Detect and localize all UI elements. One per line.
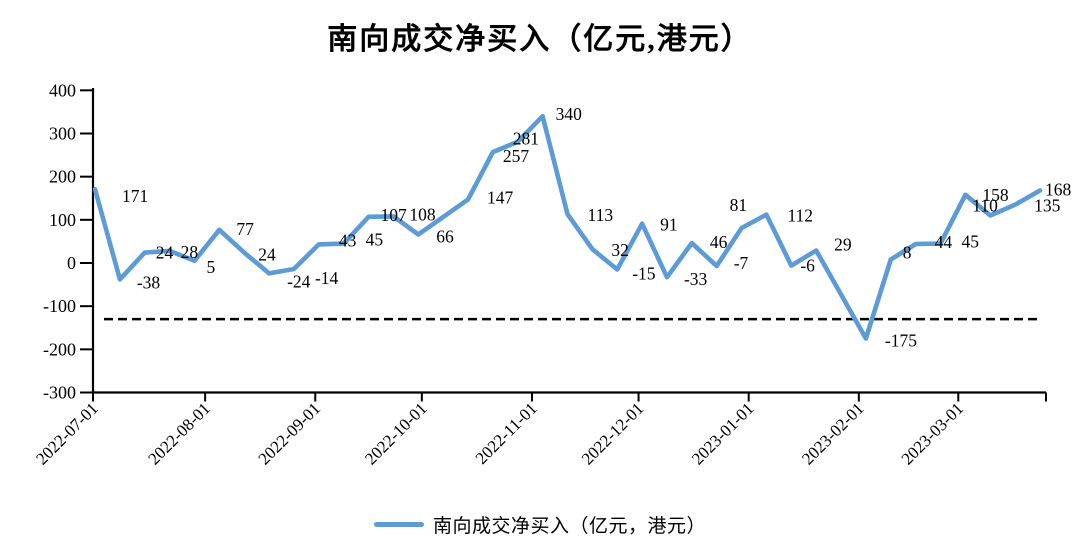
data-point-label: 66 (436, 227, 454, 247)
y-axis-tick-label: -100 (43, 296, 76, 316)
data-point-label: -7 (734, 253, 749, 273)
x-axis-tick-label: 2022-09-01 (255, 399, 325, 469)
data-point-label: 135 (1034, 196, 1061, 216)
data-point-label: 158 (982, 185, 1009, 205)
data-point-label: 107 (381, 205, 408, 225)
data-point-label: 91 (660, 215, 678, 235)
legend: 南向成交净买入（亿元，港元） (0, 511, 1080, 538)
data-point-label: 113 (588, 205, 614, 225)
y-axis-tick-label: 200 (49, 167, 76, 187)
data-point-label: 77 (236, 219, 254, 239)
data-point-label: -15 (632, 263, 656, 283)
x-axis-tick-label: 2023-03-01 (898, 399, 968, 469)
data-point-label: -175 (885, 331, 917, 351)
y-axis-tick-label: 300 (49, 123, 76, 143)
axis-lines (91, 88, 1046, 394)
data-point-label: 24 (258, 245, 276, 265)
x-axis-tick-label: 2023-02-01 (798, 399, 868, 469)
data-point-label: 28 (181, 242, 199, 262)
data-point-label: 8 (903, 243, 912, 263)
data-point-label: -38 (137, 272, 161, 292)
data-point-label: -14 (315, 268, 339, 288)
chart-title: 南向成交净买入（亿元,港元） (327, 23, 753, 56)
data-point-label: -6 (800, 256, 815, 276)
data-point-label: 108 (409, 204, 436, 224)
data-point-label: 168 (1045, 179, 1072, 199)
series-line (92, 113, 1043, 341)
data-point-label: 43 (339, 230, 357, 250)
y-axis-tick-label: -300 (43, 383, 76, 403)
x-axis-tick-label: 2022-08-01 (144, 399, 214, 469)
x-axis-tick-label: 2022-07-01 (32, 399, 102, 469)
x-axis-tick-label: 2023-01-01 (688, 399, 758, 469)
data-point-label: 257 (503, 146, 530, 166)
y-axis-tick-label: 100 (49, 210, 76, 230)
data-point-label: 281 (513, 129, 539, 149)
x-axis-tick-label: 2022-12-01 (578, 399, 648, 469)
data-point-label: 45 (962, 232, 980, 252)
legend-label: 南向成交净买入（亿元，港元） (432, 516, 706, 537)
y-axis-tick-label: 400 (49, 80, 76, 100)
y-axis-tick-label: 0 (67, 253, 76, 273)
data-point-label: 46 (710, 232, 728, 252)
data-point-label: 171 (122, 186, 148, 206)
data-point-label: 24 (156, 243, 174, 263)
data-point-label: 340 (556, 104, 583, 124)
x-axis-tick-label: 2022-11-01 (472, 399, 541, 468)
legend-line-swatch (373, 522, 424, 527)
data-point-label: 5 (206, 257, 215, 277)
data-point-label: 112 (787, 206, 813, 226)
data-point-label: 29 (834, 234, 852, 254)
data-point-label: 45 (366, 230, 384, 250)
y-axis-tick-label: -200 (43, 339, 76, 359)
data-point-label: -33 (684, 269, 708, 289)
x-axis-tick-label: 2022-10-01 (361, 399, 431, 469)
data-point-label: 44 (935, 232, 953, 252)
data-point-label: -24 (287, 271, 311, 291)
data-point-label: 147 (487, 188, 514, 208)
data-point-label: 32 (611, 240, 629, 260)
data-point-label: 110 (972, 196, 998, 216)
data-point-label: 81 (730, 195, 748, 215)
